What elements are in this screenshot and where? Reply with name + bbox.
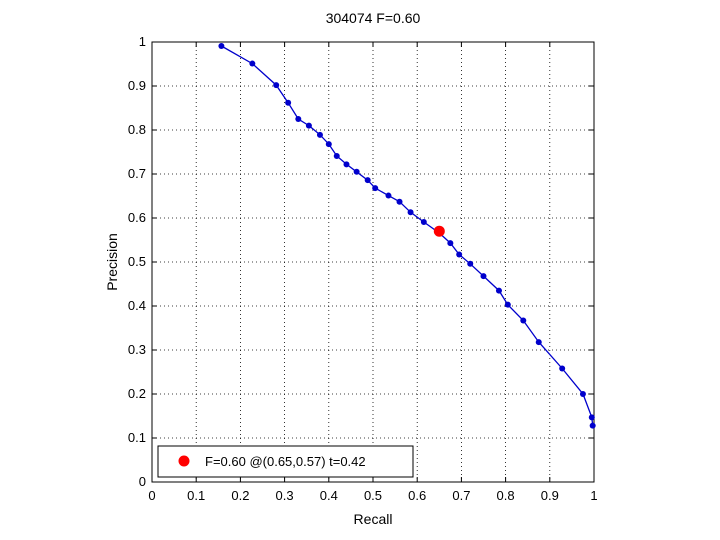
data-point [285, 99, 292, 106]
data-point [273, 82, 280, 89]
x-tick-label: 0.5 [364, 488, 382, 503]
x-tick-label: 0.8 [497, 488, 515, 503]
data-point [396, 198, 403, 205]
legend-box [157, 445, 414, 478]
chart-title: 304074 F=0.60 [326, 10, 421, 26]
y-tick-label: 0 [139, 474, 146, 489]
data-point [504, 301, 511, 308]
data-point [407, 209, 414, 216]
y-tick-label: 0.8 [128, 122, 146, 137]
data-point [325, 141, 332, 148]
y-tick-label: 0.2 [128, 386, 146, 401]
pr-curve [218, 42, 596, 429]
x-tick-label: 0.4 [320, 488, 338, 503]
data-point [343, 161, 350, 168]
data-point [559, 365, 566, 372]
legend-label: F=0.60 @(0.65,0.57) t=0.42 [205, 454, 366, 469]
data-point [520, 317, 527, 324]
data-point [364, 177, 371, 184]
grid [152, 42, 594, 482]
y-tick-label: 1 [139, 34, 146, 49]
y-axis-label: Precision [104, 233, 120, 291]
data-point [447, 240, 454, 247]
x-axis-label: Recall [354, 511, 393, 527]
data-point [218, 42, 225, 49]
data-point [495, 287, 502, 294]
x-tick-label: 0.6 [408, 488, 426, 503]
data-point [467, 260, 474, 267]
y-tick-label: 0.7 [128, 166, 146, 181]
data-point [249, 60, 256, 67]
axis-ticks: 0 0.1 0.2 0.3 0.4 0.5 0.6 0.7 0.8 0.9 1 0 0.1 0.2 0.3 0… [128, 34, 598, 503]
data-point [588, 414, 595, 421]
legend-marker [178, 455, 190, 467]
data-point [316, 131, 323, 138]
legend: F=0.60 @(0.65,0.57) t=0.42 [157, 445, 414, 478]
y-tick-label: 0.4 [128, 298, 146, 313]
data-point [456, 251, 463, 258]
y-tick-label: 0.1 [128, 430, 146, 445]
y-tick-label: 0.3 [128, 342, 146, 357]
data-point [295, 116, 302, 122]
x-tick-label: 0.3 [276, 488, 294, 503]
x-tick-label: 0.2 [231, 488, 249, 503]
x-tick-label: 0.7 [452, 488, 470, 503]
x-tick-label: 0 [148, 488, 155, 503]
data-point [333, 152, 340, 159]
data-point [589, 422, 596, 429]
y-tick-label: 0.9 [128, 78, 146, 93]
data-point [353, 168, 360, 175]
x-tick-label: 1 [590, 488, 597, 503]
data-point [535, 339, 542, 346]
best-f-point [433, 225, 445, 237]
data-point [305, 122, 312, 129]
y-tick-label: 0.5 [128, 254, 146, 269]
data-point [385, 192, 392, 199]
data-point [372, 185, 379, 192]
y-tick-label: 0.6 [128, 210, 146, 225]
data-point [420, 218, 427, 225]
data-point [480, 273, 487, 280]
x-tick-label: 0.9 [541, 488, 559, 503]
x-tick-label: 0.1 [187, 488, 205, 503]
data-point [579, 391, 586, 397]
